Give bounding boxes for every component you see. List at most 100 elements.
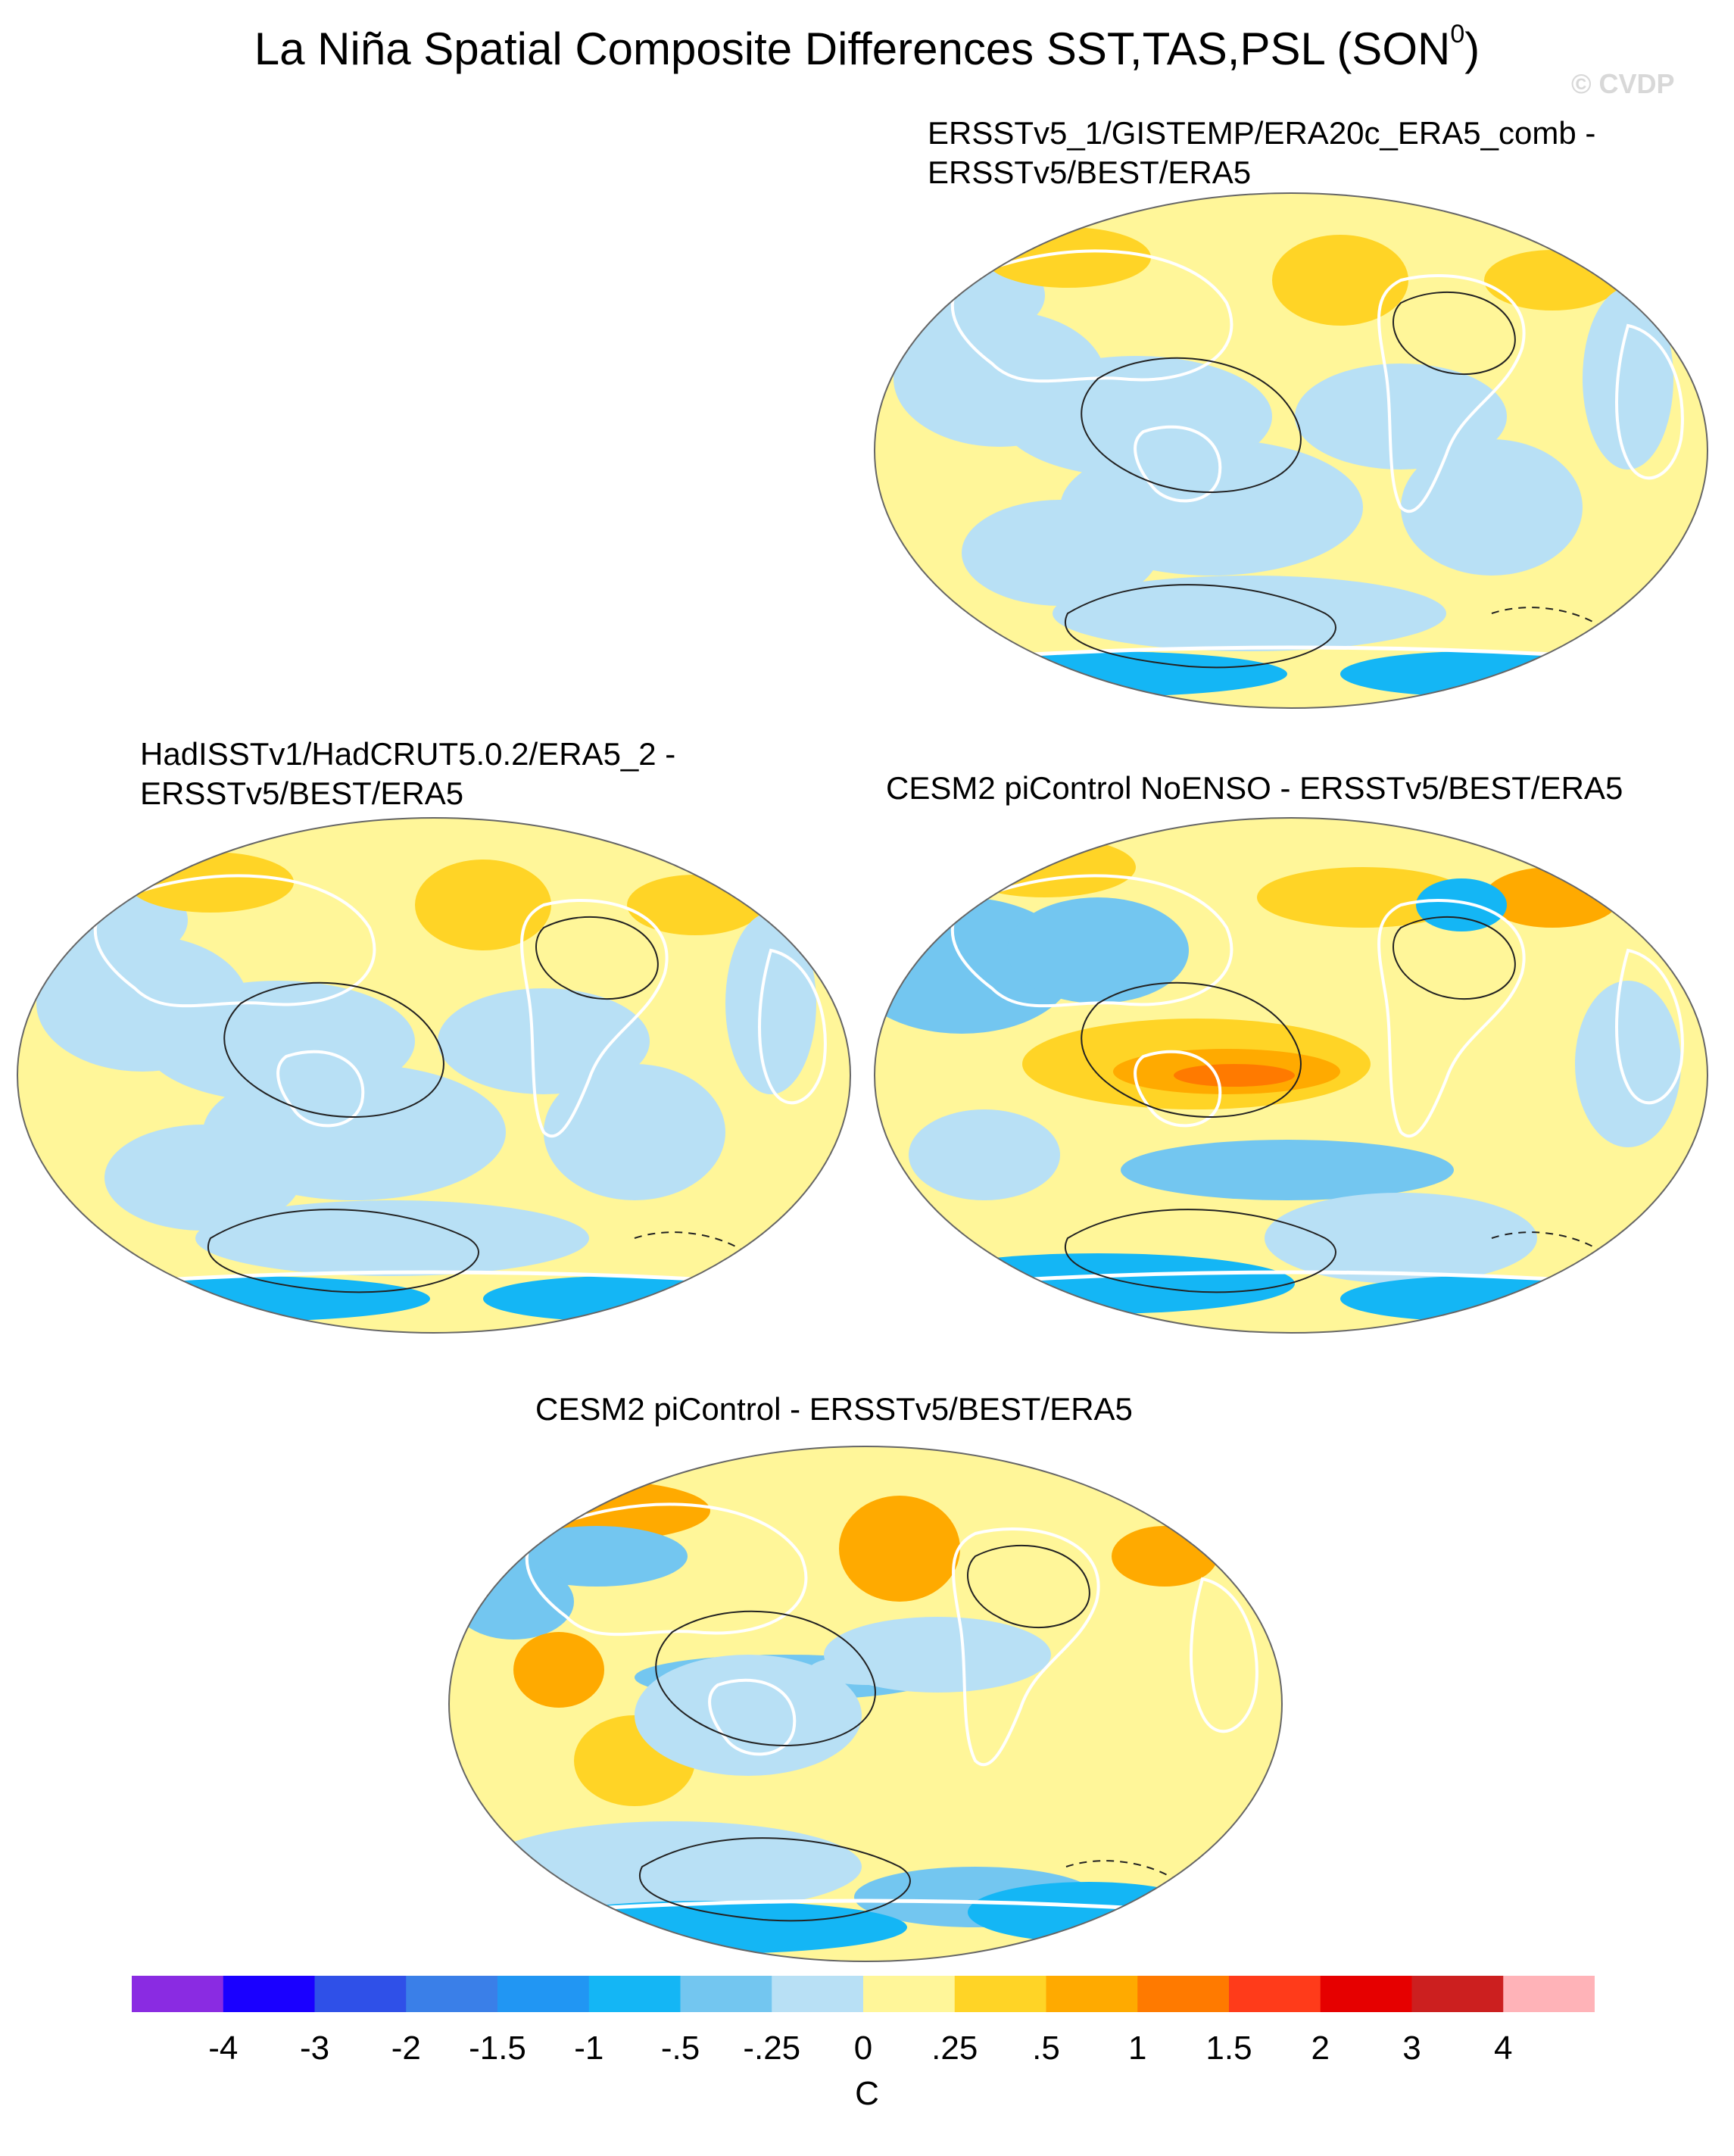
anomaly-region [1121, 1140, 1454, 1200]
continent-outline-antarctica [104, 1270, 772, 1286]
continent-outline-africa [1190, 1577, 1258, 1733]
colorbar-swatch [314, 1976, 407, 2012]
colorbar-tick-label: 4 [1494, 2030, 1513, 2067]
psl-contour [639, 1837, 911, 1922]
panel-1-title: ERSSTv5_1/GISTEMP/ERA20c_ERA5_comb - ERS… [928, 114, 1595, 192]
colorbar-tick-label: -1 [574, 2030, 604, 2067]
psl-contour [655, 1610, 876, 1746]
main-title: La Niña Spatial Composite Differences SS… [0, 20, 1734, 75]
psl-contour [535, 916, 659, 1000]
colorbar-swatch [588, 1976, 681, 2012]
main-title-superscript: 0 [1450, 20, 1465, 48]
continent-outline-australia [1134, 1050, 1222, 1128]
colorbar-tick-label: 3 [1402, 2030, 1421, 2067]
continent-outline-australia [1134, 425, 1222, 503]
colorbar-swatch [772, 1976, 864, 2012]
map-border [874, 817, 1708, 1334]
anomaly-region [901, 1253, 1295, 1314]
colorbar-swatch [1137, 1976, 1230, 2012]
map-field [17, 818, 850, 1333]
anomaly-region [909, 1109, 1060, 1200]
anomaly-region [506, 1526, 688, 1587]
anomaly-region [1295, 363, 1507, 470]
anomaly-region [104, 1125, 301, 1231]
continent-outline-antarctica [961, 645, 1629, 661]
continent-outline-americas [952, 1527, 1100, 1767]
psl-contour [223, 981, 444, 1118]
colorbar [132, 1976, 1595, 2012]
colorbar-swatch [223, 1976, 316, 2012]
continent-outline-eurasia [950, 874, 1233, 1008]
anomaly-region [513, 1632, 604, 1708]
anomaly-region [415, 860, 551, 950]
colorbar-unit-label: C [855, 2075, 879, 2112]
anomaly-region [1575, 981, 1681, 1147]
anomaly-region [544, 1064, 725, 1200]
continent-outline-antarctica [961, 1270, 1629, 1286]
anomaly-region [1007, 897, 1189, 1003]
map-panel-2 [17, 817, 851, 1334]
psl-contour [1393, 916, 1516, 1000]
anomaly-region [51, 1276, 430, 1321]
colorbar-tick-label: 2 [1311, 2030, 1330, 2067]
anomaly-region [1265, 1193, 1537, 1284]
colorbar-tick-label: .25 [931, 2030, 978, 2067]
continent-outline-eurasia [525, 1502, 808, 1637]
anomaly-region [513, 1901, 907, 1954]
anomaly-region [909, 651, 1287, 697]
anomaly-region [127, 852, 294, 913]
panel-4-title-line1: CESM2 piControl - ERSSTv5/BEST/ERA5 [535, 1391, 1133, 1427]
colorbar-swatch [1320, 1976, 1413, 2012]
continent-outline-australia [276, 1050, 365, 1128]
anomaly-region [1272, 235, 1408, 326]
colorbar-swatch [954, 1976, 1047, 2012]
continent-outline-africa [758, 948, 827, 1105]
panel-3-title-line1: CESM2 piControl NoENSO - ERSSTv5/BEST/ER… [886, 770, 1623, 806]
colorbar-tick-label: -1.5 [469, 2030, 526, 2067]
map-border [448, 1446, 1283, 1962]
colorbar-swatch [680, 1976, 772, 2012]
anomaly-region [1340, 651, 1613, 697]
panel-1-title-line1: ERSSTv5_1/GISTEMP/ERA20c_ERA5_comb - [928, 115, 1596, 151]
panel-4-title: CESM2 piControl - ERSSTv5/BEST/ERA5 [535, 1390, 1133, 1429]
anomaly-region [824, 1617, 1051, 1693]
map-panel-3 [874, 817, 1708, 1334]
continent-outline-americas [1377, 899, 1526, 1138]
anomaly-region [483, 1276, 756, 1321]
continent-outline-americas [1377, 274, 1526, 513]
main-title-text: La Niña Spatial Composite Differences SS… [254, 23, 1451, 74]
colorbar-tick-label: 1.5 [1205, 2030, 1252, 2067]
colorbar-swatch [1229, 1976, 1321, 2012]
colorbar-tick-label: -.5 [660, 2030, 700, 2067]
colorbar-swatch [1503, 1976, 1595, 2012]
colorbar-tick-label: -4 [208, 2030, 239, 2067]
colorbar-tick-label: -2 [391, 2030, 421, 2067]
panel-2-title: HadISSTv1/HadCRUT5.0.2/ERA5_2 - ERSSTv5/… [140, 735, 675, 813]
continent-outline-eurasia [950, 249, 1233, 383]
anomaly-region [1401, 439, 1583, 576]
colorbar-tick-label: -.25 [743, 2030, 801, 2067]
anomaly-region [438, 988, 650, 1094]
continent-outline-australia [708, 1678, 797, 1756]
cvdp-watermark: © CVDP [1571, 68, 1675, 99]
anomaly-region [1340, 1276, 1613, 1321]
anomaly-region [1257, 867, 1469, 928]
psl-contour [1065, 584, 1336, 669]
panel-2-title-line2: ERSSTv5/BEST/ERA5 [140, 775, 464, 811]
colorbar-swatch [132, 1976, 224, 2012]
anomaly-region [725, 913, 816, 1094]
anomaly-region [1484, 250, 1620, 310]
colorbar-swatch [1411, 1976, 1504, 2012]
colorbar-swatch [406, 1976, 498, 2012]
anomaly-region [968, 1882, 1210, 1942]
map-panel-4 [448, 1446, 1283, 1962]
colorbar-tick-label: -3 [299, 2030, 330, 2067]
anomaly-region [453, 1564, 574, 1640]
psl-contour [1065, 1209, 1336, 1293]
panel-3-title: CESM2 piControl NoENSO - ERSSTv5/BEST/ER… [886, 769, 1623, 808]
continent-outline-antarctica [535, 1899, 1203, 1914]
colorbar-tick-label: .5 [1032, 2030, 1060, 2067]
continent-outline-africa [1615, 948, 1684, 1105]
anomaly-region [627, 875, 763, 935]
anomaly-region [1416, 878, 1507, 931]
